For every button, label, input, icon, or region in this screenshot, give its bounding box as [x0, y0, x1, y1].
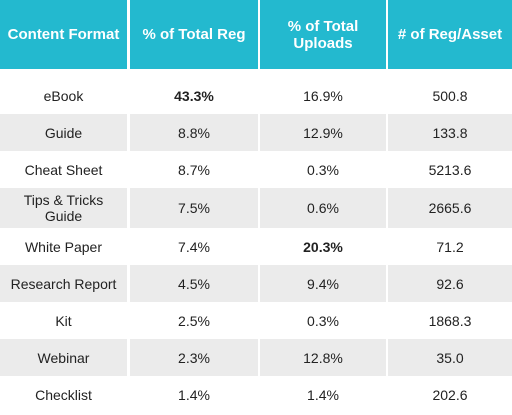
table-row: Kit 2.5% 0.3% 1868.3 — [0, 302, 512, 339]
cell-reg-per-asset: 133.8 — [388, 114, 512, 151]
header-label: % of Total Reg — [142, 26, 246, 43]
table-row: Webinar 2.3% 12.8% 35.0 — [0, 339, 512, 376]
cell-reg-per-asset: 71.2 — [436, 238, 464, 255]
header-content-format: Content Format — [0, 0, 127, 69]
cell-pct-uploads: 0.6% — [260, 188, 386, 228]
table-row: Guide 8.8% 12.9% 133.8 — [0, 114, 512, 151]
cell-reg-per-asset: 92.6 — [388, 265, 512, 302]
cell-pct-reg: 2.3% — [130, 339, 258, 376]
cell-pct-reg: 4.5% — [130, 265, 258, 302]
cell-format: Guide — [0, 114, 127, 151]
cell-pct-reg: 8.7% — [178, 161, 210, 178]
cell-pct-reg: 7.4% — [178, 238, 210, 255]
cell-format: Kit — [55, 312, 72, 329]
cell-pct-reg: 43.3% — [174, 87, 214, 104]
table-header-row: Content Format % of Total Reg % of Total… — [0, 0, 512, 69]
cell-pct-uploads: 16.9% — [303, 87, 343, 104]
cell-pct-reg: 2.5% — [178, 312, 210, 329]
table-row: Checklist 1.4% 1.4% 202.6 — [0, 376, 512, 413]
header-pct-total-uploads: % of Total Uploads — [260, 0, 386, 69]
cell-pct-uploads: 0.3% — [307, 161, 339, 178]
cell-reg-per-asset: 500.8 — [432, 87, 468, 104]
cell-format: Cheat Sheet — [24, 161, 103, 178]
header-label: Content Format — [7, 26, 120, 43]
cell-format: Checklist — [35, 386, 92, 403]
cell-pct-reg: 7.5% — [130, 188, 258, 228]
cell-pct-uploads: 20.3% — [303, 238, 343, 255]
cell-reg-per-asset: 2665.6 — [388, 188, 512, 228]
header-label: % of Total Uploads — [287, 17, 359, 52]
cell-format: Research Report — [0, 265, 127, 302]
table-row: eBook 43.3% 16.9% 500.8 — [0, 77, 512, 114]
table-row: Research Report 4.5% 9.4% 92.6 — [0, 265, 512, 302]
table-row: White Paper 7.4% 20.3% 71.2 — [0, 228, 512, 265]
table-row: Cheat Sheet 8.7% 0.3% 5213.6 — [0, 151, 512, 188]
cell-reg-per-asset: 202.6 — [432, 386, 468, 403]
header-reg-per-asset: # of Reg/Asset — [388, 0, 512, 69]
cell-pct-uploads: 0.3% — [307, 312, 339, 329]
cell-pct-uploads: 12.8% — [260, 339, 386, 376]
cell-pct-uploads: 1.4% — [307, 386, 339, 403]
header-label: # of Reg/Asset — [397, 26, 503, 43]
header-pct-total-reg: % of Total Reg — [130, 0, 258, 69]
cell-reg-per-asset: 1868.3 — [428, 312, 472, 329]
cell-format: eBook — [43, 87, 84, 104]
cell-format: Tips & Tricks Guide — [0, 188, 127, 228]
cell-pct-reg: 1.4% — [178, 386, 210, 403]
table-row: Tips & Tricks Guide 7.5% 0.6% 2665.6 — [0, 188, 512, 228]
cell-pct-uploads: 12.9% — [260, 114, 386, 151]
cell-reg-per-asset: 35.0 — [388, 339, 512, 376]
cell-format: Webinar — [0, 339, 127, 376]
cell-format: White Paper — [24, 238, 103, 255]
cell-pct-uploads: 9.4% — [260, 265, 386, 302]
cell-pct-reg: 8.8% — [130, 114, 258, 151]
cell-reg-per-asset: 5213.6 — [428, 161, 472, 178]
